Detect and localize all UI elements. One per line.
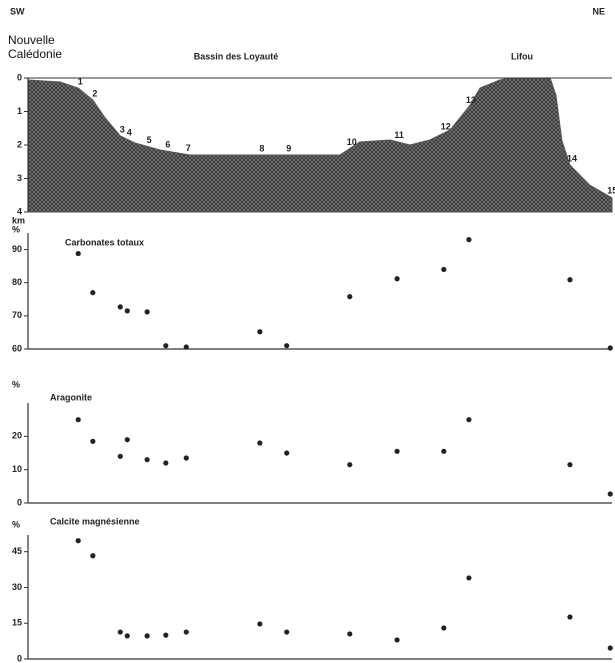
point <box>466 575 472 581</box>
y-tick-label: 1 <box>17 106 22 116</box>
station-label: 9 <box>286 143 291 153</box>
y-tick-label: 30 <box>12 582 22 592</box>
point <box>441 266 447 273</box>
station-label: 1 <box>78 76 83 86</box>
panel-title: Carbonates totaux <box>65 237 144 247</box>
point <box>124 633 130 639</box>
point <box>607 491 613 497</box>
y-tick-label: 20 <box>12 431 22 441</box>
y-tick-label: 60 <box>12 343 22 353</box>
y-tick-label: 15 <box>12 618 22 628</box>
station-label: 12 <box>441 121 451 131</box>
point <box>394 637 400 643</box>
y-tick-label: 2 <box>17 139 22 149</box>
point <box>144 309 150 315</box>
y-tick-label: 70 <box>12 310 22 320</box>
point <box>124 437 130 443</box>
region-label: Lifou <box>511 51 533 61</box>
y-axis-label: % <box>12 519 20 529</box>
point <box>466 237 472 243</box>
y-tick-label: 4 <box>17 206 22 216</box>
panel-title: Aragonite <box>50 392 92 402</box>
point <box>183 455 189 461</box>
y-tick-label: 90 <box>12 244 22 254</box>
point <box>257 329 263 335</box>
station-label: 6 <box>165 139 170 149</box>
point <box>567 462 573 468</box>
y-tick-label: 10 <box>12 464 22 474</box>
point <box>75 250 81 257</box>
point <box>117 629 123 635</box>
point <box>117 304 123 310</box>
y-tick-label: 3 <box>17 173 22 183</box>
point <box>466 417 472 423</box>
ne-label: NE <box>592 6 605 16</box>
y-tick-label: 0 <box>17 653 22 663</box>
station-label: 3 <box>120 124 125 134</box>
point <box>347 462 353 468</box>
point <box>284 343 290 349</box>
panel-title: Calcite magnésienne <box>50 516 140 526</box>
point <box>163 343 169 349</box>
y-axis-label: km <box>12 215 25 225</box>
y-tick-label: 45 <box>12 546 22 556</box>
y-tick-label: 0 <box>17 72 22 82</box>
point <box>347 294 353 300</box>
y-axis-label: % <box>12 224 20 234</box>
point <box>90 438 96 444</box>
y-tick-label: 0 <box>17 497 22 507</box>
y-tick-label: 80 <box>12 277 22 287</box>
point <box>124 308 130 314</box>
point <box>607 645 613 651</box>
point <box>75 538 81 544</box>
point <box>284 629 290 635</box>
point <box>183 629 189 635</box>
station-label: 5 <box>147 135 152 145</box>
point <box>284 450 290 456</box>
station-label: 14 <box>567 153 577 163</box>
depth-profile <box>27 77 613 213</box>
point <box>257 440 263 446</box>
station-label: 11 <box>394 130 404 140</box>
point <box>347 631 353 637</box>
region-label: Nouvelle Calédonie <box>8 33 63 61</box>
point <box>394 448 400 454</box>
region-label: Bassin des Loyauté <box>194 51 279 61</box>
point <box>394 276 400 282</box>
station-label: 2 <box>92 88 97 98</box>
point <box>567 614 573 620</box>
point <box>567 277 573 283</box>
point <box>183 344 189 350</box>
station-label: 15 <box>607 185 615 195</box>
point <box>441 625 447 631</box>
point <box>257 621 263 627</box>
station-label: 4 <box>127 128 132 138</box>
point <box>144 633 150 639</box>
sw-label: SW <box>10 6 25 16</box>
point <box>144 457 150 463</box>
point <box>75 417 81 423</box>
station-label: 7 <box>186 143 191 153</box>
point <box>163 632 169 638</box>
point <box>441 448 447 454</box>
point <box>90 290 96 296</box>
point <box>90 553 96 559</box>
station-label: 10 <box>347 137 357 147</box>
point <box>163 460 169 466</box>
point <box>117 453 123 459</box>
station-label: 8 <box>259 143 264 153</box>
y-axis-label: % <box>12 379 20 389</box>
station-label: 13 <box>466 95 476 105</box>
point <box>607 345 613 351</box>
